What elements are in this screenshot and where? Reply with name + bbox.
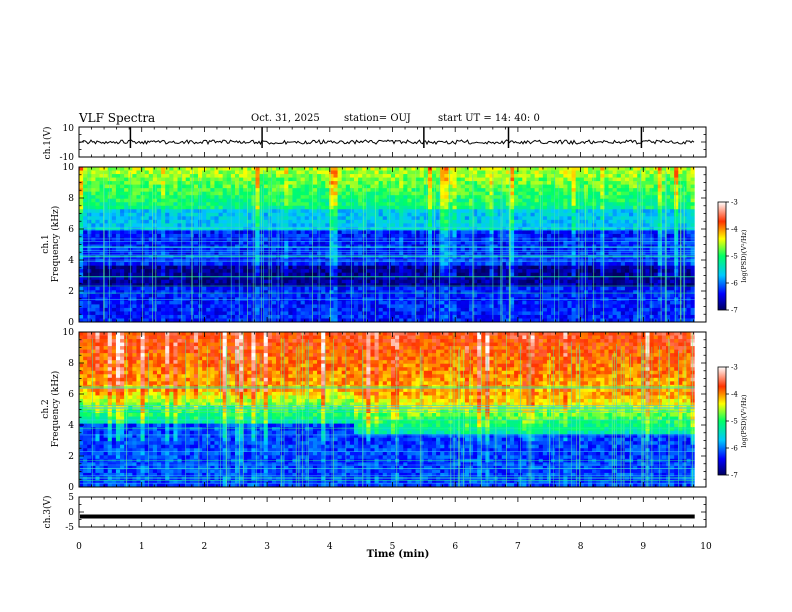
x-tick-10: 10 xyxy=(700,542,712,552)
ch3-ytick-2: -5 xyxy=(65,523,74,533)
cb2-tick-3: -6 xyxy=(731,445,738,453)
x-tick-labels: 0 1 2 3 4 5 6 7 8 9 10 xyxy=(76,542,712,552)
cb2-label: log(PSD)(V²/Hz) xyxy=(740,394,748,447)
ch1-spectrogram-image xyxy=(79,167,706,323)
cb2-tick-4: -7 xyxy=(731,472,738,480)
ch3-ytick-0: 5 xyxy=(68,493,74,503)
cb1-tick-4: -7 xyxy=(731,307,738,315)
cb2-tick-0: -3 xyxy=(731,364,738,372)
ch2-spec-ylabel-a: ch.2 xyxy=(41,399,51,418)
ch1spec-ytick-4: 8 xyxy=(68,194,74,204)
ch1-colorbar: -3 -4 -5 -6 -7 log(PSD)(V²/Hz) xyxy=(717,199,748,315)
ch2-colorbar: -3 -4 -5 -6 -7 log(PSD)(V²/Hz) xyxy=(717,364,748,480)
ch1spec-ytick-0: 0 xyxy=(68,318,74,328)
x-tick-4: 4 xyxy=(327,542,333,552)
cb1-tick-3: -6 xyxy=(731,280,738,288)
axis-ticks xyxy=(78,126,707,528)
ch3-ytick-1: 0 xyxy=(68,508,74,518)
cb1-tick-2: -5 xyxy=(731,253,738,261)
x-tick-9: 9 xyxy=(640,542,646,552)
x-tick-1: 1 xyxy=(139,542,145,552)
ch2spec-ytick-0: 0 xyxy=(68,483,74,493)
ch1spec-ytick-2: 4 xyxy=(68,256,74,266)
x-axis-label: Time (min) xyxy=(367,549,430,560)
station-label: station= OUJ xyxy=(344,113,411,124)
x-tick-8: 8 xyxy=(578,542,584,552)
cb1-tick-1: -4 xyxy=(731,226,738,234)
plot-title: VLF Spectra xyxy=(79,111,156,125)
cb2-tick-1: -4 xyxy=(731,391,738,399)
ch1-ylabel: ch.1(V) xyxy=(42,127,53,160)
ch1-spec-ylabel-b: Frequency (kHz) xyxy=(50,206,61,283)
ch2spec-ytick-2: 4 xyxy=(68,421,74,431)
ch1-spikes xyxy=(129,127,643,148)
ch3-waveform-line xyxy=(80,514,695,519)
ch1spec-ytick-5: 10 xyxy=(63,163,75,173)
ch1-spec-ylabel-a: ch.1 xyxy=(41,234,51,253)
x-tick-2: 2 xyxy=(202,542,208,552)
ch2spec-ytick-3: 6 xyxy=(68,390,74,400)
x-tick-6: 6 xyxy=(452,542,458,552)
ch1spec-ytick-3: 6 xyxy=(68,225,74,235)
x-tick-7: 7 xyxy=(515,542,521,552)
x-tick-0: 0 xyxy=(76,542,82,552)
ch2-spec-ylabel-b: Frequency (kHz) xyxy=(50,371,61,448)
ch1-waveform-line xyxy=(78,138,695,146)
ch1-ytick-0: 10 xyxy=(63,124,75,134)
cb1-bar xyxy=(717,201,727,311)
cb1-label: log(PSD)(V²/Hz) xyxy=(740,229,748,282)
cb2-bar xyxy=(717,366,727,476)
start-time-label: start UT = 14: 40: 0 xyxy=(438,113,540,124)
ch2spec-ytick-5: 10 xyxy=(63,328,75,338)
x-tick-3: 3 xyxy=(264,542,270,552)
cb2-tick-2: -5 xyxy=(731,418,738,426)
ch1spec-ytick-1: 2 xyxy=(68,287,74,297)
cb1-tick-0: -3 xyxy=(731,199,738,207)
date-label: Oct. 31, 2025 xyxy=(251,113,320,124)
ch3-ylabel: ch.3(V) xyxy=(42,496,53,529)
ch2-spectrogram-image xyxy=(79,332,706,488)
x-tick-5: 5 xyxy=(390,542,396,552)
ch2spec-ytick-1: 2 xyxy=(68,452,74,462)
ch1-ytick-1: -10 xyxy=(60,153,75,163)
ch2spec-ytick-4: 8 xyxy=(68,359,74,369)
